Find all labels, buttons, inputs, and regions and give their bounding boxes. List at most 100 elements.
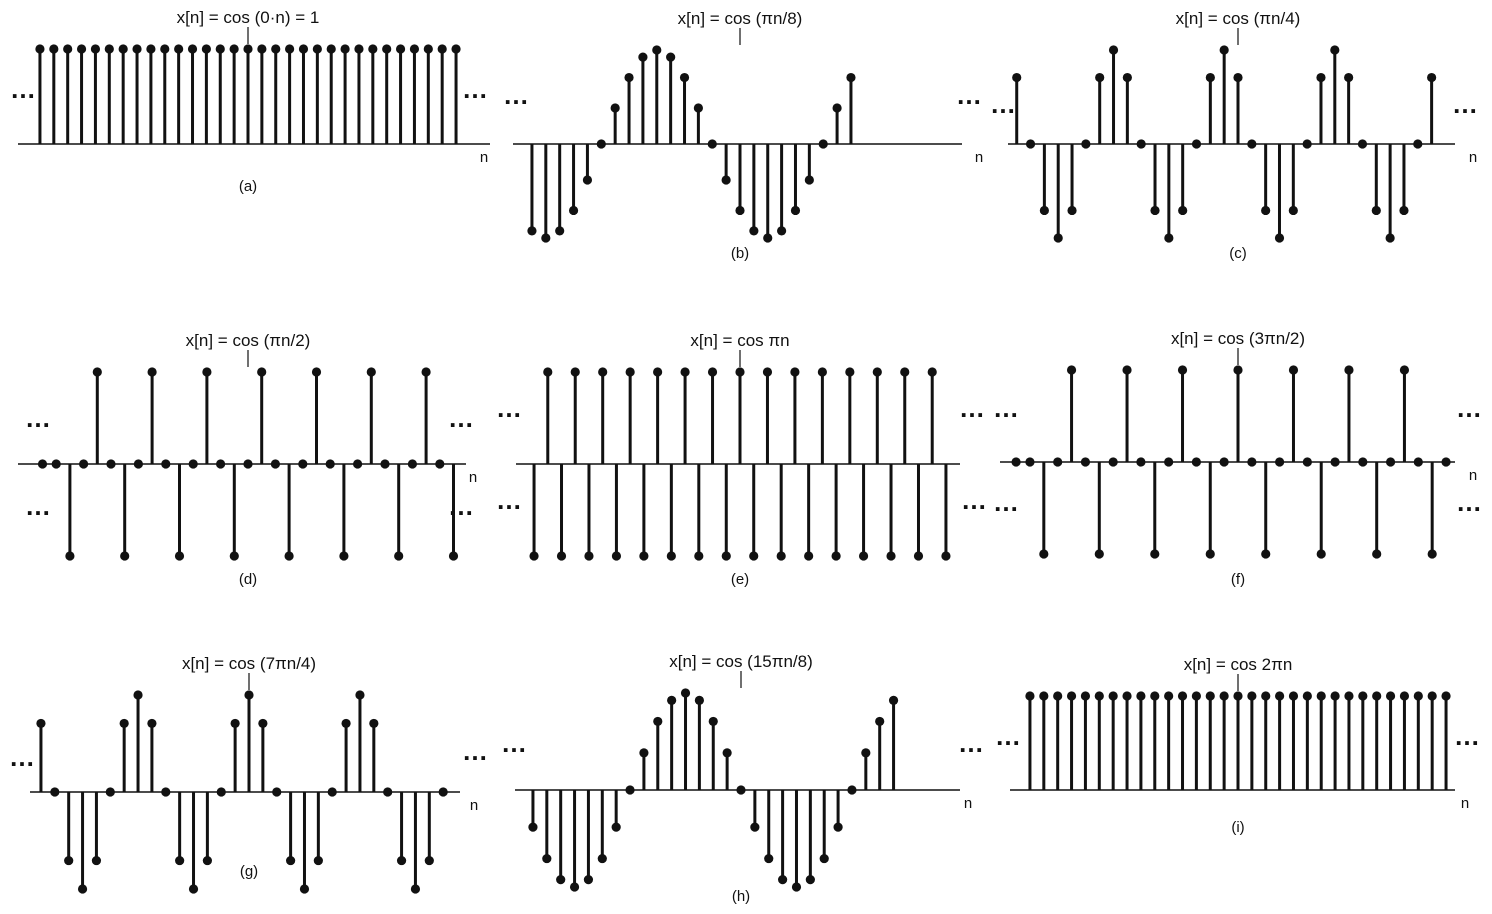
stem-dot — [1191, 691, 1201, 701]
stem-dot — [243, 459, 253, 469]
stem-dot — [421, 367, 431, 377]
axis-label-n: n — [975, 149, 983, 166]
stem-dot — [735, 367, 745, 377]
stem-dot — [1191, 457, 1201, 467]
stem-dot — [1219, 45, 1229, 55]
stem-dot — [597, 853, 607, 864]
stem-dot — [1122, 365, 1132, 375]
stem-dot — [1385, 457, 1396, 467]
stem-dot — [570, 367, 580, 377]
stem-dot — [1275, 457, 1285, 467]
panel-caption: (a) — [239, 178, 257, 195]
stem-dot — [680, 367, 690, 377]
stem-dot — [625, 367, 635, 377]
axis-label-n: n — [1469, 149, 1477, 166]
stem-dot — [900, 367, 910, 377]
stem-dot — [707, 139, 717, 149]
ellipsis-mark: … — [1452, 89, 1478, 119]
stem-dot — [215, 44, 225, 54]
stem-dot — [1372, 549, 1382, 559]
ellipsis-mark: … — [503, 80, 529, 110]
stem-dot — [1330, 691, 1340, 701]
stem-dot — [1357, 139, 1368, 149]
stem-dot — [229, 551, 239, 561]
stem-dot — [778, 875, 788, 885]
stem-dot — [1288, 691, 1299, 701]
stem-dot — [861, 748, 871, 758]
stem-dot — [653, 716, 663, 727]
stem-dot — [804, 551, 814, 561]
stem-dot — [37, 459, 48, 469]
stem-dot — [258, 718, 268, 729]
stem-dot — [750, 822, 760, 832]
stem-dot — [611, 551, 622, 561]
panel-caption: (b) — [731, 245, 749, 262]
panel-caption: (c) — [1229, 245, 1247, 262]
stem-dot — [339, 551, 349, 561]
stem-dot — [721, 175, 731, 185]
ellipsis-mark: … — [501, 728, 527, 758]
stem-dot — [1025, 139, 1036, 149]
stem-dot — [527, 226, 537, 236]
stem-dot — [132, 44, 142, 54]
stem-dot — [174, 551, 185, 561]
stem-dot — [625, 785, 635, 795]
stem-dot — [790, 205, 801, 216]
panel-a: x[n] = cos (0·n) = 1(a)n…… — [10, 8, 490, 195]
ellipsis-mark: … — [448, 403, 474, 433]
stem-dot — [1441, 691, 1451, 701]
stem-dot — [1233, 691, 1243, 701]
stem-dot — [229, 44, 239, 54]
panel-f: x[n] = cos (3πn/2)(f)n………… — [993, 329, 1482, 588]
stem-dot — [77, 884, 88, 894]
stem-dot — [1011, 457, 1021, 467]
stem-dot — [1385, 233, 1395, 243]
stem-dot — [832, 103, 842, 113]
ellipsis-mark: … — [959, 393, 985, 423]
stem-dot — [707, 367, 718, 377]
stem-dot — [1039, 691, 1049, 701]
stem-dot — [1316, 549, 1326, 559]
stem-dot — [598, 367, 608, 377]
stem-dot — [528, 822, 538, 832]
stem-dot — [1094, 691, 1104, 701]
stem-dot — [847, 785, 857, 795]
stem-dot — [694, 695, 704, 705]
stem-dot — [175, 855, 185, 866]
stem-dot — [542, 853, 552, 864]
stem-dot — [762, 367, 773, 377]
stem-dot — [325, 459, 335, 469]
stem-dot — [653, 367, 663, 377]
stem-dot — [872, 367, 882, 377]
stem-dot — [271, 44, 281, 54]
stem-dot — [1413, 139, 1423, 149]
panel-i: x[n] = cos 2πn(i)n…… — [995, 655, 1480, 836]
panel-c: x[n] = cos (πn/4)(c)n…… — [990, 9, 1478, 262]
stem-dot — [1164, 691, 1174, 701]
stem-dot — [438, 787, 448, 797]
stem-dot — [355, 690, 365, 700]
stem-dot — [133, 459, 143, 469]
stem-dot — [1302, 691, 1312, 701]
stem-dot — [105, 787, 115, 797]
panel-title: x[n] = cos 2πn — [1184, 655, 1293, 674]
ellipsis-mark: … — [956, 80, 982, 110]
panel-title: x[n] = cos (πn/8) — [678, 9, 803, 28]
stem-dot — [1012, 72, 1022, 83]
stem-dot — [831, 551, 841, 561]
stem-dot — [749, 551, 759, 561]
stem-dot — [407, 459, 417, 469]
stem-dot — [1261, 691, 1271, 701]
stem-dot — [1399, 205, 1409, 216]
stem-dot — [749, 226, 759, 236]
panel-caption: (f) — [1231, 571, 1245, 588]
stem-dot — [1247, 691, 1257, 701]
stem-dot — [817, 367, 827, 377]
stem-dot — [1150, 205, 1160, 216]
stem-dot — [694, 551, 704, 561]
stem-dot — [1205, 549, 1215, 559]
stem-dot — [313, 855, 323, 866]
ellipsis-mark: … — [958, 728, 984, 758]
stem-dot — [49, 44, 59, 54]
